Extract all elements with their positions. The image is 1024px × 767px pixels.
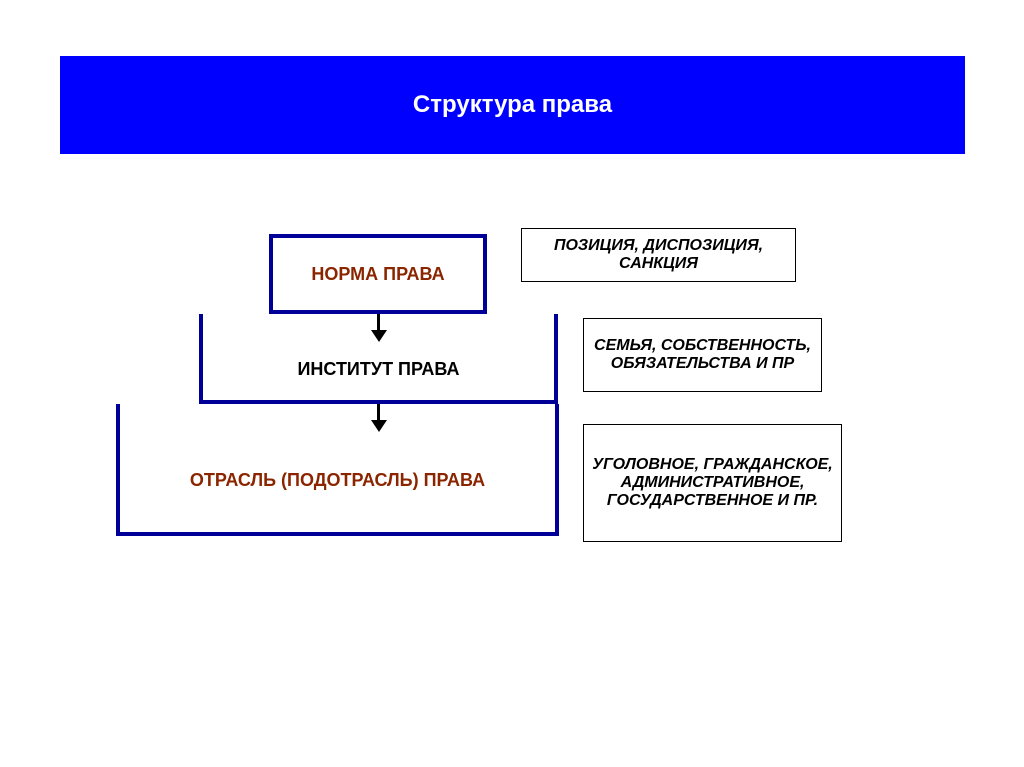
arrow-2-head (371, 420, 387, 432)
arrow-1-head (371, 330, 387, 342)
title-banner: Структура права (60, 56, 965, 154)
tier-1: НОРМА ПРАВА (269, 234, 487, 314)
title-text: Структура права (413, 91, 612, 119)
note-3: УГОЛОВНОЕ, ГРАЖДАНСКОЕ, АДМИНИСТРАТИВНОЕ… (583, 424, 842, 542)
note-1-label: ПОЗИЦИЯ, ДИСПОЗИЦИЯ, САНКЦИЯ (530, 237, 787, 273)
tier-3: ОТРАСЛЬ (ПОДОТРАСЛЬ) ПРАВА (116, 404, 559, 536)
note-2-label: СЕМЬЯ, СОБСТВЕННОСТЬ, ОБЯЗАТЕЛЬСТВА И ПР (592, 337, 813, 373)
tier-1-label: НОРМА ПРАВА (311, 264, 444, 285)
note-3-label: УГОЛОВНОЕ, ГРАЖДАНСКОЕ, АДМИНИСТРАТИВНОЕ… (592, 456, 833, 510)
note-2: СЕМЬЯ, СОБСТВЕННОСТЬ, ОБЯЗАТЕЛЬСТВА И ПР (583, 318, 822, 392)
note-1: ПОЗИЦИЯ, ДИСПОЗИЦИЯ, САНКЦИЯ (521, 228, 796, 282)
tier-3-label: ОТРАСЛЬ (ПОДОТРАСЛЬ) ПРАВА (190, 446, 485, 491)
